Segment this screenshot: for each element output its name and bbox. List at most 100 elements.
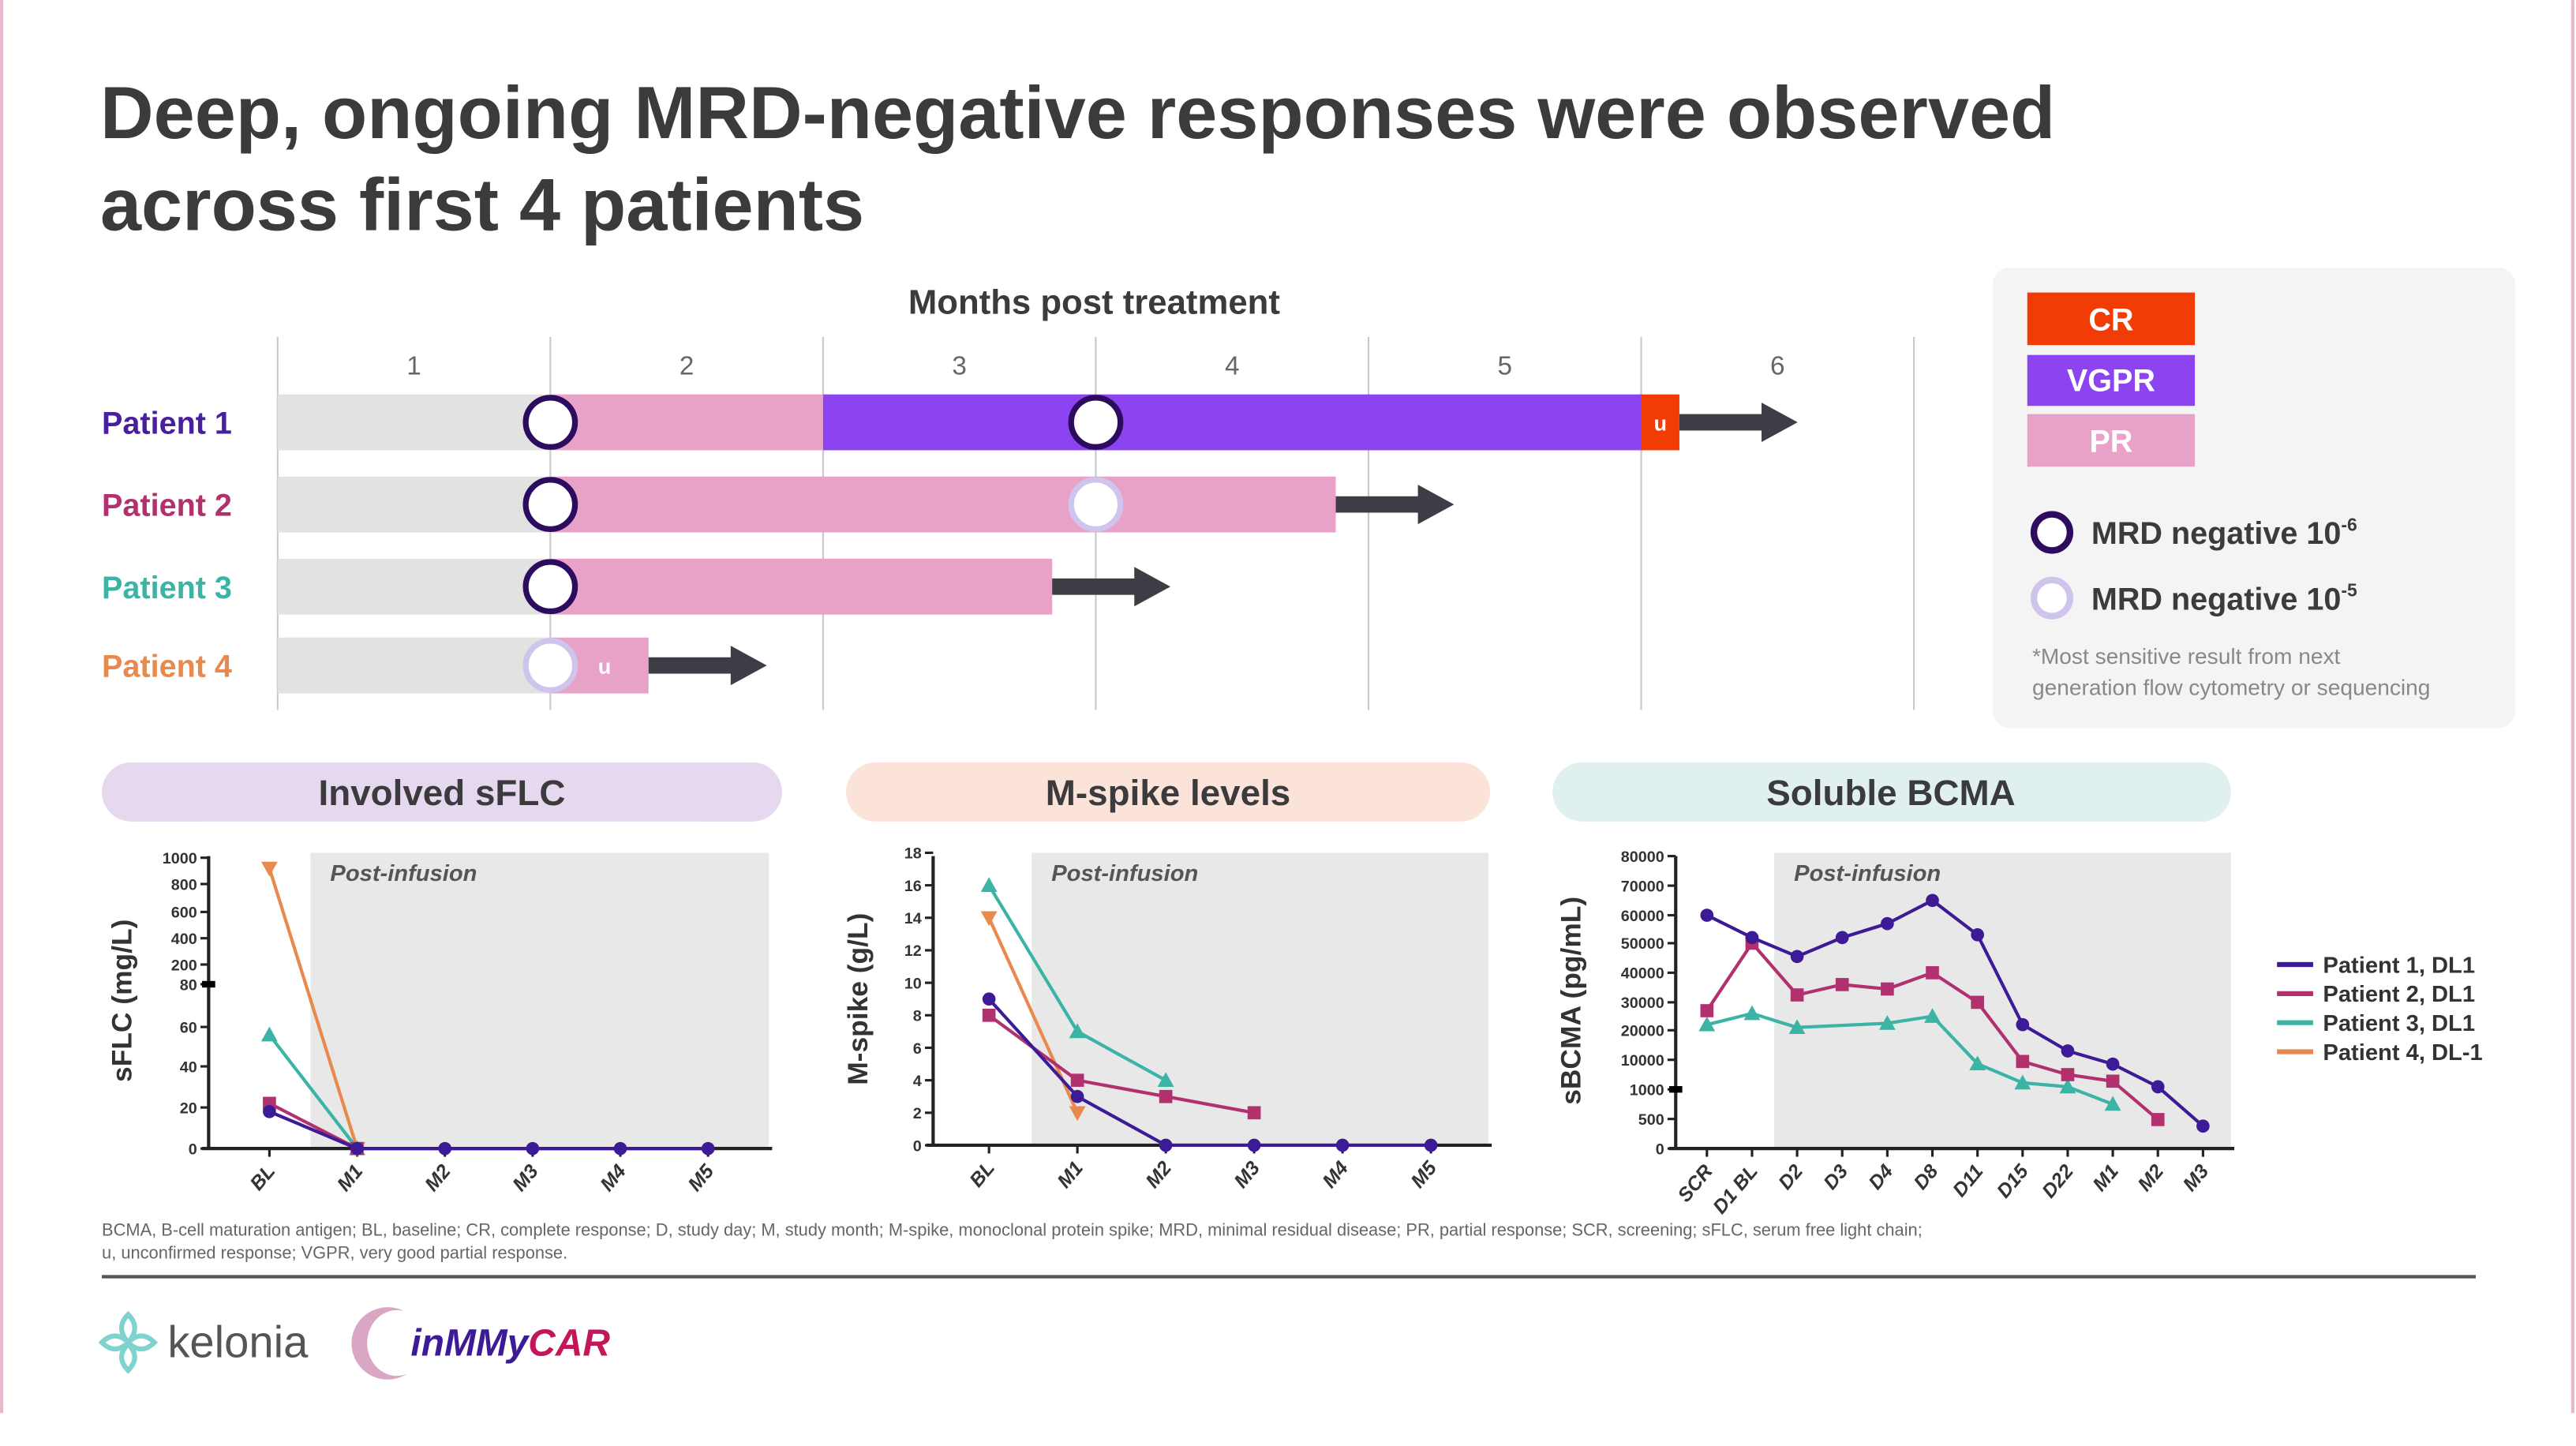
y-tick-label: 10000 (1621, 1052, 1664, 1070)
data-point (1926, 893, 1939, 908)
patient-label: Patient 2 (102, 489, 232, 523)
kelonia-logo: kelonia (98, 1310, 309, 1374)
post-infusion-label: Post-infusion (1794, 861, 1941, 886)
y-tick-label: 2 (913, 1105, 922, 1122)
response-bar-baseline (277, 394, 551, 451)
y-tick-label: 600 (171, 905, 197, 922)
post-infusion-region (1774, 852, 2231, 1149)
data-point (1924, 1008, 1941, 1023)
data-point (2104, 1096, 2121, 1111)
series-line-patient-4 (268, 867, 359, 1149)
y-tick-label: 40 (180, 1058, 197, 1076)
legend-cr-swatch (2027, 292, 2196, 346)
legend-vgpr-swatch (2027, 354, 2196, 406)
data-point (1159, 1089, 1173, 1103)
post-infusion-label: Post-infusion (330, 861, 477, 886)
mrd-negative-marker (522, 395, 578, 450)
series-line-patient-1 (268, 1110, 709, 1151)
y-tick-label: 4 (913, 1073, 922, 1090)
series-legend: Patient 1, DL1 Patient 2, DL1 Patient 3, D… (2277, 953, 2483, 1066)
post-infusion-region (310, 852, 769, 1149)
y-tick-label: 1000 (163, 850, 197, 867)
y-tick-label: 16 (904, 878, 922, 895)
response-bar-pr (550, 558, 1053, 615)
data-point (1157, 1072, 1174, 1087)
response-bar-pr (550, 476, 1336, 533)
inmmycar-wordmark: inMMyCAR (410, 1322, 610, 1364)
legend-pr-swatch (2027, 414, 2196, 467)
y-tick-label: 60 (180, 1019, 197, 1036)
data-point (980, 877, 998, 892)
y-tick-label: 400 (171, 931, 197, 948)
y-tick-label: 70000 (1621, 878, 1664, 895)
data-point (1881, 916, 1894, 931)
y-tick-label: 200 (171, 957, 197, 974)
data-point (1743, 1005, 1761, 1021)
y-axis-label: M-spike (g/L) (843, 913, 874, 1085)
data-point (1335, 1138, 1350, 1152)
data-point (982, 992, 996, 1006)
response-bar-baseline (277, 558, 551, 615)
timeline-heading: Months post treatment (908, 283, 1280, 322)
y-tick-label: 60000 (1621, 908, 1664, 925)
month-label: 2 (680, 352, 695, 381)
data-point (2014, 1074, 2031, 1090)
y-tick-label: 8 (913, 1008, 922, 1025)
month-label: 5 (1498, 352, 1513, 381)
y-tick-label: 0 (189, 1141, 197, 1158)
y-axis-label: sFLC (mg/L) (107, 920, 138, 1082)
data-point (2196, 1119, 2210, 1133)
data-point (1069, 1023, 1086, 1039)
month-label: 4 (1225, 352, 1240, 381)
data-point (2106, 1074, 2120, 1088)
pill-mspike: M-spike levels (846, 762, 1491, 822)
data-point (1247, 1138, 1261, 1152)
chart-title-mspike: M-spike levels (1046, 773, 1290, 813)
response-timeline: Months post treatment 1 2 3 4 5 6 Patient 1 u Pa… (102, 283, 1915, 710)
data-point (260, 861, 278, 877)
mrd-negative-marker (1068, 477, 1124, 533)
legend-cr-label: CR (2088, 302, 2133, 337)
patient-label: Patient 3 (102, 571, 232, 605)
data-point (1159, 1138, 1173, 1152)
patient-label: Patient 4 (102, 650, 232, 684)
response-bar-cr (1641, 394, 1679, 451)
series-line-patient-3 (268, 1033, 359, 1150)
data-point (701, 1141, 715, 1156)
data-point (1788, 1019, 1806, 1035)
response-bar-baseline (277, 637, 551, 694)
chart-title-sflc: Involved sFLC (319, 773, 566, 813)
mrd-negative-marker (522, 638, 578, 694)
axis-break-mark (1668, 1086, 1683, 1093)
y-tick-label: 1000 (1630, 1081, 1664, 1099)
series-line-patient-1 (1705, 898, 2204, 1128)
legend-mrd6-label: MRD negative 10-6 (2091, 514, 2357, 551)
data-point (1971, 927, 1984, 942)
month-label: 1 (406, 352, 421, 381)
data-point (1070, 1073, 1084, 1087)
y-tick-label: 14 (904, 910, 922, 927)
y-tick-label: 6 (913, 1040, 922, 1058)
axis-break-mark (202, 980, 215, 988)
data-point (1247, 1106, 1261, 1120)
y-tick-label: 40000 (1621, 965, 1664, 983)
legend-note-line1: *Most sensitive result from next (2032, 644, 2341, 669)
data-point (1700, 908, 1714, 922)
data-point (1790, 950, 1804, 964)
response-legend: CR VGPR PR MRD negative 10-6 MRD negativ… (1993, 268, 2515, 729)
legend-note-line2: generation flow cytometry or sequencing (2032, 676, 2430, 700)
footnote-line2: u, unconfirmed response; VGPR, very good… (102, 1243, 567, 1263)
chart-title-bcma: Soluble BCMA (1766, 773, 2015, 813)
post-infusion-region (1032, 852, 1488, 1145)
ongoing-arrow-icon (648, 646, 767, 686)
y-tick-label: 500 (1638, 1111, 1664, 1129)
mrd-negative-marker (1068, 395, 1124, 450)
data-point (1070, 1089, 1084, 1103)
data-point (613, 1141, 627, 1156)
legend-entry: Patient 3, DL1 (2323, 1011, 2475, 1036)
legend-pr-label: PR (2089, 425, 2132, 459)
y-axis-label: sBCMA (pg/mL) (1556, 897, 1587, 1105)
data-point (2061, 1068, 2075, 1081)
crescent-icon (351, 1307, 408, 1380)
